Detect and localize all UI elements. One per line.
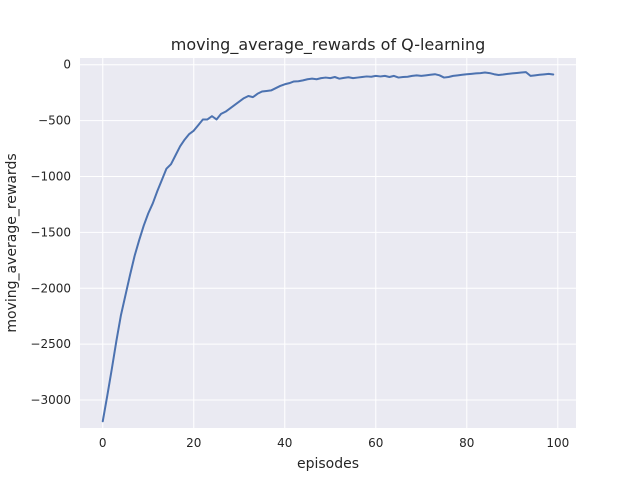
- series-line: [101, 71, 555, 423]
- y-tick-label: 0: [63, 58, 71, 72]
- y-tick-label: −1500: [30, 225, 71, 239]
- y-axis-label: moving_average_rewards: [4, 153, 20, 332]
- y-tick-label: −3000: [30, 393, 71, 407]
- y-tick-label: −2000: [30, 281, 71, 295]
- x-tick-label: 60: [368, 436, 383, 450]
- x-tick-label: 100: [546, 436, 569, 450]
- plot-area: [80, 58, 576, 428]
- y-tick-label: −500: [38, 114, 71, 128]
- tick-layer: 0 20 40 60 80 100 0 −500 −1000 −1500 −2000 −2500 −30…: [30, 58, 569, 450]
- chart-title: moving_average_rewards of Q-learning: [171, 35, 486, 55]
- y-tick-label: −1000: [30, 169, 71, 183]
- x-tick-label: 20: [186, 436, 201, 450]
- x-tick-label: 0: [99, 436, 107, 450]
- x-tick-label: 80: [459, 436, 474, 450]
- x-axis-label: episodes: [297, 456, 359, 472]
- series-layer: [101, 71, 555, 423]
- x-tick-label: 40: [277, 436, 292, 450]
- y-tick-label: −2500: [30, 337, 71, 351]
